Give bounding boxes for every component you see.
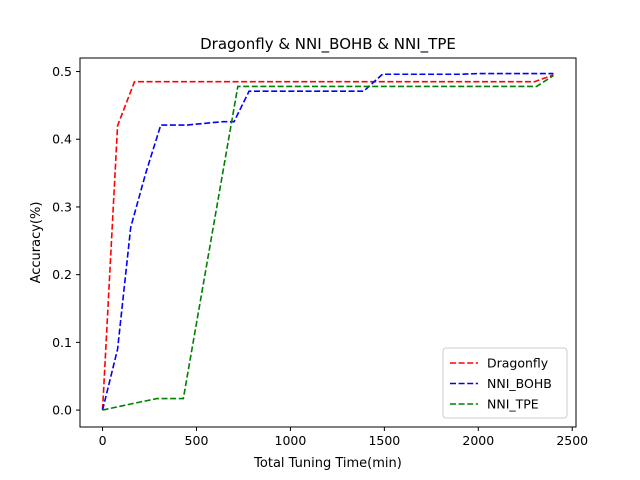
series-line-dragonfly <box>101 74 554 411</box>
plot-frame <box>79 57 577 428</box>
chart-title: Dragonfly & NNI_BOHB & NNI_TPE <box>200 35 456 54</box>
legend-box <box>442 347 568 419</box>
x-tick-label: 500 <box>185 433 209 448</box>
y-tick-label: 0.1 <box>52 335 72 350</box>
x-tick-label: 2000 <box>462 433 494 448</box>
plot-lines <box>101 72 554 411</box>
y-axis: 0.0 0.1 0.2 0.3 0.4 0.5 <box>52 64 80 418</box>
x-tick-label: 0 <box>99 433 107 448</box>
legend-label-nni-tpe: NNI_TPE <box>487 397 539 412</box>
y-tick-label: 0.3 <box>52 199 72 214</box>
y-tick-label: 0.4 <box>52 132 72 147</box>
y-axis-label: Accuracy(%) <box>29 202 44 284</box>
x-tick-label: 1000 <box>275 433 307 448</box>
series-line-nni-tpe <box>102 74 554 411</box>
legend-label-nni-bohb: NNI_BOHB <box>487 376 552 391</box>
x-axis-label: Total Tuning Time(min) <box>253 456 402 471</box>
y-tick-label: 0.5 <box>52 64 72 79</box>
series-line-nni-bohb <box>101 72 554 411</box>
legend-label-dragonfly: Dragonfly <box>487 356 549 371</box>
x-tick-label: 2500 <box>556 433 588 448</box>
y-tick-label: 0.0 <box>52 403 72 418</box>
x-tick-label: 1500 <box>368 433 400 448</box>
x-axis: 0 500 1000 1500 2000 2500 <box>99 427 588 448</box>
legend: Dragonfly NNI_BOHB NNI_TPE <box>442 347 568 419</box>
y-tick-label: 0.2 <box>52 267 72 282</box>
